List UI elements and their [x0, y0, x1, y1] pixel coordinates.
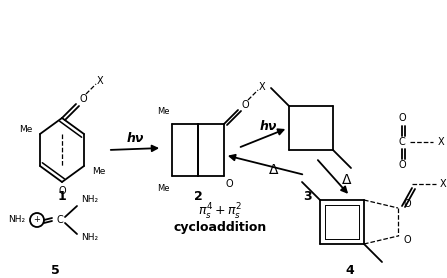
Text: C: C — [399, 137, 405, 147]
Text: cycloaddition: cycloaddition — [173, 222, 266, 235]
Text: X: X — [259, 82, 266, 92]
Text: 1: 1 — [58, 190, 66, 202]
Text: 2: 2 — [194, 190, 202, 202]
Text: Me: Me — [92, 167, 105, 175]
Text: hν: hν — [127, 131, 143, 145]
Text: Δ: Δ — [269, 163, 279, 177]
Text: 3: 3 — [304, 190, 312, 202]
Text: O: O — [404, 199, 412, 209]
Text: O: O — [226, 179, 234, 189]
Text: O: O — [79, 94, 87, 104]
Text: O: O — [398, 160, 406, 170]
Text: NH₂: NH₂ — [81, 195, 98, 205]
Text: NH₂: NH₂ — [8, 215, 25, 225]
Text: Δ: Δ — [342, 173, 351, 187]
Text: Me: Me — [19, 125, 32, 133]
Text: C: C — [57, 215, 63, 225]
Text: 4: 4 — [346, 264, 354, 277]
Text: O: O — [404, 235, 412, 245]
Text: 5: 5 — [51, 264, 59, 277]
Text: Me: Me — [157, 107, 170, 116]
Text: NH₂: NH₂ — [81, 234, 98, 242]
Text: X: X — [438, 137, 445, 147]
Text: O: O — [58, 186, 66, 196]
Text: $\pi^4_s + \pi^2_s$: $\pi^4_s + \pi^2_s$ — [198, 202, 242, 222]
Text: O: O — [241, 100, 249, 110]
Text: hν: hν — [259, 120, 277, 133]
Text: +: + — [34, 215, 40, 225]
Text: X: X — [440, 179, 447, 189]
Text: O: O — [398, 113, 406, 123]
Text: X: X — [97, 76, 103, 86]
Text: Me: Me — [157, 184, 170, 193]
